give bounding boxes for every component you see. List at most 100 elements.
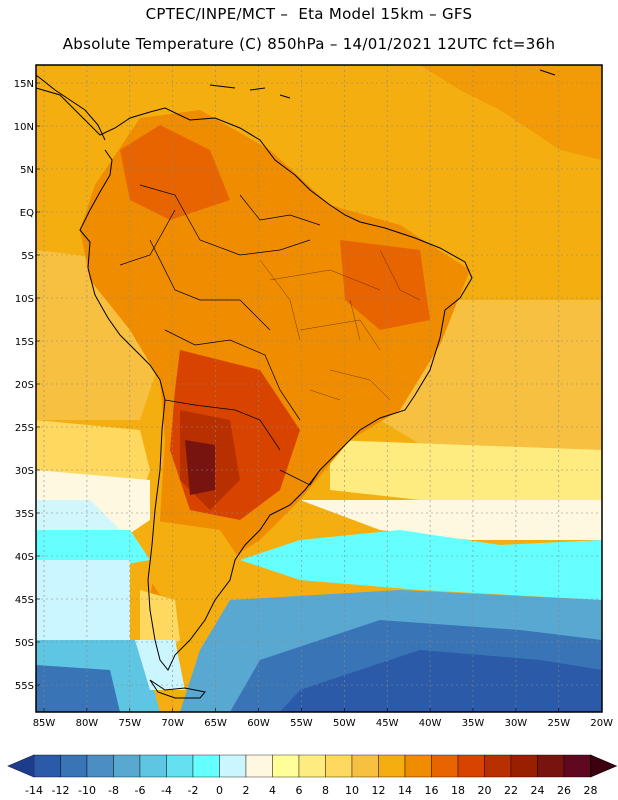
colorbar-label: 24: [531, 784, 545, 797]
colorbar: [7, 754, 618, 778]
border-line-6: [119, 209, 176, 266]
colorbar-swatch: [563, 754, 591, 778]
lon-label: 60W: [247, 718, 270, 729]
colorbar-swatch: [404, 754, 432, 778]
border-line-2: [149, 239, 271, 331]
lat-label: 25S: [15, 423, 34, 434]
title-line-2: Absolute Temperature (C) 850hPa – 14/01/…: [62, 35, 556, 53]
lon-label: 20W: [590, 718, 613, 729]
lon-label: 40W: [419, 718, 442, 729]
colorbar-label: -4: [161, 784, 172, 797]
field-pale-south-west: [36, 560, 130, 650]
map-frame: [35, 64, 603, 713]
colorbar-label: -14: [25, 784, 43, 797]
colorbar-swatch: [166, 754, 194, 778]
lon-label: 30W: [505, 718, 528, 729]
field-fuego: [135, 640, 185, 690]
lon-label: 25W: [547, 718, 570, 729]
field-continent: [80, 110, 470, 640]
colorbar-label: 28: [584, 784, 598, 797]
lat-label: 20S: [15, 380, 34, 391]
colorbar-swatch: [457, 754, 485, 778]
colorbar-swatch: [139, 754, 167, 778]
lon-label: 45W: [376, 718, 399, 729]
lat-label: 55S: [15, 681, 34, 692]
lat-label: 30S: [15, 466, 34, 477]
lat-label: 15S: [15, 337, 34, 348]
colorbar-swatch: [325, 754, 353, 778]
state-line-1: [259, 259, 391, 401]
state-borders: [259, 249, 421, 401]
colorbar-label: -8: [108, 784, 119, 797]
field-deep-blue-sw: [36, 665, 120, 712]
lon-label: 55W: [290, 718, 313, 729]
field-patagonia-north: [150, 520, 240, 610]
lon-label: 80W: [76, 718, 99, 729]
colorbar-swatch: [272, 754, 300, 778]
lat-label: 35S: [15, 509, 34, 520]
lat-label: 5N: [20, 165, 34, 176]
colorbar-labels: -14 -12 -10 -8 -6 -4 -2 0 2 4 6 8 10 12 14 16 18 20 22 24 26…: [25, 784, 597, 797]
lon-label: 70W: [161, 718, 184, 729]
lat-label: 40S: [15, 552, 34, 563]
colorbar-label: 12: [372, 784, 386, 797]
lat-label: 45S: [15, 595, 34, 606]
colorbar-swatch: [86, 754, 114, 778]
coastline-caribbean-islands: [209, 69, 556, 99]
colorbar-swatch: [484, 754, 512, 778]
border-line-7: [279, 469, 321, 486]
title-line-1: CPTEC/INPE/MCT – Eta Model 15km – GFS: [145, 5, 473, 23]
colorbar-swatch: [33, 754, 61, 778]
colorbar-label: 6: [296, 784, 303, 797]
colorbar-label: 16: [425, 784, 439, 797]
field-atlantic-cream: [300, 500, 602, 540]
colorbar-label: -2: [188, 784, 199, 797]
colorbar-label: 8: [322, 784, 329, 797]
longitude-labels: 85W 80W 75W 70W 65W 60W 55W 50W 45W 40W 35W 30W 25W 2…: [33, 718, 613, 729]
colorbar-label: -6: [135, 784, 146, 797]
colorbar-swatch: [60, 754, 88, 778]
colorbar-label: 10: [345, 784, 359, 797]
colorbar-arrow-right: [590, 754, 618, 778]
lat-label: 50S: [15, 638, 34, 649]
colorbar-swatch: [431, 754, 459, 778]
colorbar-swatch: [219, 754, 247, 778]
lon-label: 75W: [118, 718, 141, 729]
colorbar-swatch: [537, 754, 565, 778]
field-northeast-orange: [420, 65, 602, 160]
colorbar-label: 22: [504, 784, 518, 797]
colorbar-swatch: [378, 754, 406, 778]
border-line-1: [139, 184, 311, 256]
field-cyan-east: [240, 530, 602, 600]
field-atlantic-yellow: [330, 440, 602, 510]
state-line-2: [309, 249, 421, 401]
lon-label: 35W: [462, 718, 485, 729]
lat-label: 10S: [15, 294, 34, 305]
colorbar-label: 0: [216, 784, 223, 797]
border-line-3: [164, 329, 301, 421]
colorbar-swatch: [245, 754, 273, 778]
colorbar-swatch: [113, 754, 141, 778]
lat-label: 15N: [14, 79, 34, 90]
colorbar-swatch: [192, 754, 220, 778]
lon-label: 85W: [33, 718, 56, 729]
colorbar-label: 2: [243, 784, 250, 797]
colorbar-label: 26: [557, 784, 571, 797]
lat-label: 10N: [14, 122, 34, 133]
border-line-4: [164, 399, 281, 451]
field-colombia-hot: [120, 125, 230, 220]
country-borders: [119, 184, 321, 486]
border-line-5: [239, 194, 321, 226]
colorbar-label: 20: [478, 784, 492, 797]
colorbar-label: 14: [398, 784, 412, 797]
coastline-central-america: [36, 74, 106, 141]
coastline-south-america: [36, 87, 473, 671]
lat-label: 5S: [21, 251, 34, 262]
field-deepest-blue: [280, 650, 602, 712]
lat-lon-grid: [36, 65, 603, 712]
latitude-labels: 15N 10N 5N EQ 5S 10S 15S 20S 25S 30S 35S 40S 45S 50S 5…: [14, 79, 34, 692]
lon-label: 50W: [333, 718, 356, 729]
temperature-field: [36, 65, 602, 712]
field-argentina-hottest: [185, 440, 215, 495]
